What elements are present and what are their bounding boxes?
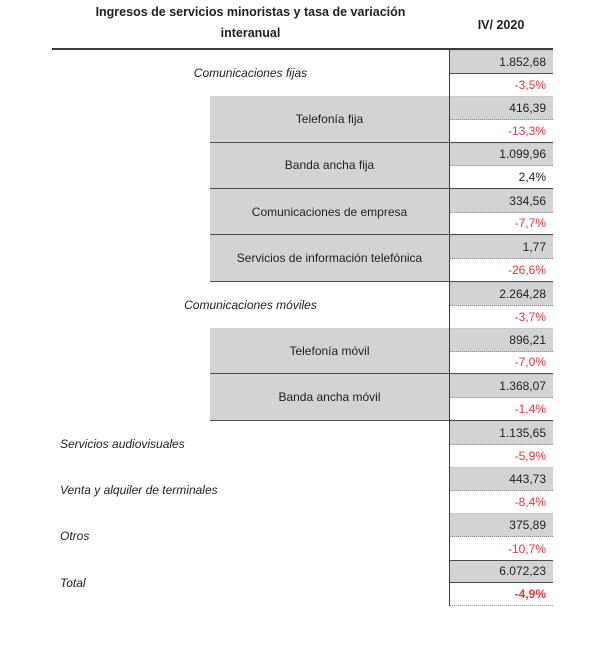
variation-pct-cell: -8,4% <box>450 491 553 514</box>
revenue-value-cell: 375,89 <box>450 513 553 538</box>
value-column-cells: 375,89 -10,7% <box>449 513 553 560</box>
variation-pct-cell: -1,4% <box>450 397 553 421</box>
revenue-value-cell: 443,73 <box>450 466 553 492</box>
table-row: Servicios audiovisuales 1.135,65 -5,9% <box>52 420 553 467</box>
revenue-value-cell: 896,21 <box>450 327 553 352</box>
value-column-cells: 896,21 -7,0% <box>449 327 553 375</box>
table-row: Telefonía fija 416,39 -13,3% <box>52 96 553 143</box>
value-column-cells: 416,39 -13,3% <box>449 96 553 143</box>
header-divider-rule <box>52 48 553 50</box>
revenue-value-cell: 334,56 <box>450 188 553 213</box>
variation-pct-cell: -4,9% <box>450 583 553 606</box>
variation-pct-cell: -7,7% <box>450 212 553 236</box>
value-column-cells: 1,77 -26,6% <box>449 235 553 282</box>
row-label: Banda ancha fija <box>210 142 449 189</box>
revenue-value-cell: 1.135,65 <box>450 420 553 445</box>
row-label: Total <box>60 575 86 590</box>
row-label: Comunicaciones de empresa <box>210 188 449 236</box>
value-column-cells: 1.135,65 -5,9% <box>449 420 553 467</box>
table-row: Venta y alquiler de terminales 443,73 -8,4… <box>52 466 553 514</box>
variation-pct-cell: -7,0% <box>450 351 553 375</box>
row-label: Comunicaciones fijas <box>193 66 308 81</box>
revenue-value-cell: 2.264,28 <box>450 281 553 306</box>
table-row: Telefonía móvil 896,21 -7,0% <box>52 327 553 375</box>
revenue-value-cell: 1.368,07 <box>450 374 553 398</box>
data-table: Comunicaciones fijas 1.852,68 -3,5% Telefon… <box>52 50 553 606</box>
table-row: Comunicaciones de empresa 334,56 -7,7% <box>52 188 553 236</box>
row-label: Servicios audiovisuales <box>60 436 185 451</box>
row-label: Telefonía fija <box>210 96 449 143</box>
variation-pct-cell: -10,7% <box>450 537 553 560</box>
table-row: Comunicaciones fijas 1.852,68 -3,5% <box>52 50 553 97</box>
table-row: Banda ancha fija 1.099,96 2,4% <box>52 142 553 189</box>
table-row: Comunicaciones móviles 2.264,28 -3,7% <box>52 281 553 328</box>
value-column-cells: 2.264,28 -3,7% <box>449 281 553 328</box>
revenue-value-cell: 1.852,68 <box>450 50 553 75</box>
table-row: Otros 375,89 -10,7% <box>52 513 553 560</box>
value-column-cells: 1.852,68 -3,5% <box>449 50 553 97</box>
revenue-value-cell: 6.072,23 <box>450 559 553 584</box>
revenue-value-cell: 1.099,96 <box>450 142 553 167</box>
variation-pct-cell: -3,5% <box>450 74 553 97</box>
row-label: Banda ancha móvil <box>210 374 449 421</box>
table-row: Servicios de información telefónica 1,77-… <box>52 235 553 282</box>
row-label: Otros <box>60 529 90 544</box>
revenue-value-cell: 1,77 <box>450 235 553 259</box>
value-column-cells: 1.099,96 2,4% <box>449 142 553 189</box>
revenue-value-cell: 416,39 <box>450 96 553 120</box>
variation-pct-cell: -3,7% <box>450 305 553 328</box>
row-label: Telefonía móvil <box>210 327 449 375</box>
table-title-line2: interanual <box>220 26 281 40</box>
period-column-header: IV/ 2020 <box>477 18 525 32</box>
value-column-cells: 334,56 -7,7% <box>449 188 553 236</box>
row-label: Venta y alquiler de terminales <box>60 483 218 498</box>
table-row: Banda ancha móvil 1.368,07 -1,4% <box>52 374 553 421</box>
variation-pct-cell: -26,6% <box>450 258 553 282</box>
value-column-cells: 443,73 -8,4% <box>449 466 553 514</box>
table-title-line1: Ingresos de servicios minoristas y tasa … <box>95 5 406 19</box>
variation-pct-cell: -13,3% <box>450 120 553 143</box>
value-column-cells: 6.072,23 -4,9% <box>449 559 553 606</box>
variation-pct-cell: 2,4% <box>450 166 553 189</box>
value-column-cells: 1.368,07 -1,4% <box>449 374 553 421</box>
table-row: Total 6.072,23 -4,9% <box>52 559 553 606</box>
row-label: Servicios de información telefónica <box>210 235 449 282</box>
variation-pct-cell: -5,9% <box>450 444 553 467</box>
row-label: Comunicaciones móviles <box>184 297 317 312</box>
